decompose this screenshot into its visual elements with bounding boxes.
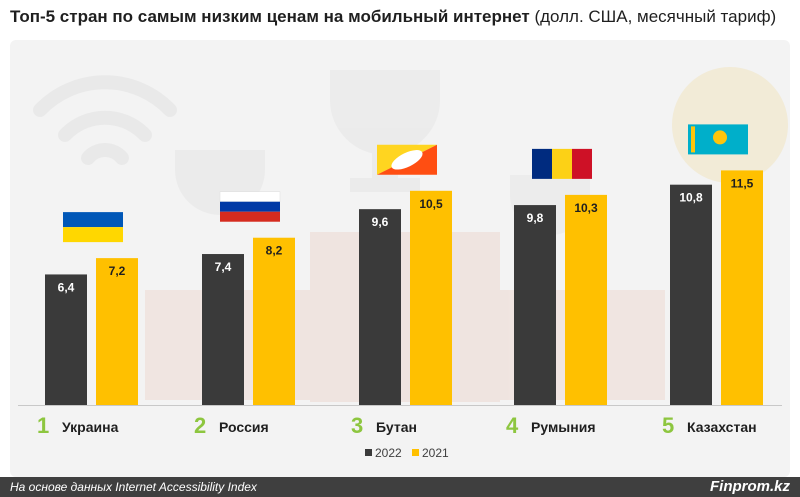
data-label-2022-1: 6,4 [58,280,75,294]
bar-2022-1 [45,274,87,405]
data-label-2021-5: 11,5 [731,176,754,190]
country-label-2: Россия [219,419,269,435]
bar-2021-5 [721,170,763,405]
legend-label-2022: 2022 [375,446,402,460]
data-label-2021-2: 8,2 [266,244,283,258]
country-label-3: Бутан [376,419,417,435]
bar-2022-3 [359,209,401,405]
flags-layer [63,124,748,243]
footer-bar: На основе данных Internet Accessibility … [0,477,800,497]
country-label-4: Румыния [531,419,595,435]
legend-swatch-2022 [365,449,372,456]
rank-number-4: 4 [506,413,519,438]
data-label-2021-3: 10,5 [419,197,443,211]
data-label-2021-1: 7,2 [109,264,126,278]
x-axis-labels: 1 Украина 2 Россия 3 Бутан 4 Румыния 5 Казахстан [37,413,757,438]
source-note: На основе данных Internet Accessibility … [10,480,257,494]
chart-title-bold: Топ-5 стран по самым низким ценам на моб… [10,7,530,26]
bar-2021-1 [96,258,138,405]
russia-flag [219,191,281,222]
wifi-icon [33,75,177,165]
rank-number-5: 5 [662,413,674,438]
chart-title-normal: (долл. США, месячный тариф) [529,7,777,26]
bar-2021-3 [410,190,452,405]
bar-2021-2 [253,237,295,405]
data-label-2022-4: 9,8 [527,211,544,225]
legend: 2022 2021 [365,446,449,460]
data-label-2022-2: 7,4 [215,260,232,274]
bhutan-flag [377,144,437,175]
romania-flag [532,148,592,179]
bars-layer: 6,4 7,2 7,4 8,2 9,6 10,5 9,8 10,3 10,8 11,5 [18,170,782,406]
country-label-5: Казахстан [687,419,757,435]
bar-2021-4 [565,194,607,405]
kazakhstan-flag [688,124,748,155]
country-label-1: Украина [62,419,119,435]
rank-number-1: 1 [37,413,49,438]
rank-number-2: 2 [194,413,206,438]
bar-2022-2 [202,254,244,405]
legend-swatch-2021 [412,449,419,456]
rank-number-3: 3 [351,413,363,438]
brand-logo: Finprom.kz [709,478,790,495]
data-label-2022-3: 9,6 [372,215,389,229]
data-label-2022-5: 10,8 [679,191,703,205]
chart-title: Топ-5 стран по самым низким ценам на моб… [10,7,790,27]
ukraine-flag [63,212,123,243]
bar-2022-4 [514,205,556,405]
data-label-2021-4: 10,3 [574,201,598,215]
bar-2022-5 [670,184,712,405]
legend-label-2021: 2021 [422,446,449,460]
